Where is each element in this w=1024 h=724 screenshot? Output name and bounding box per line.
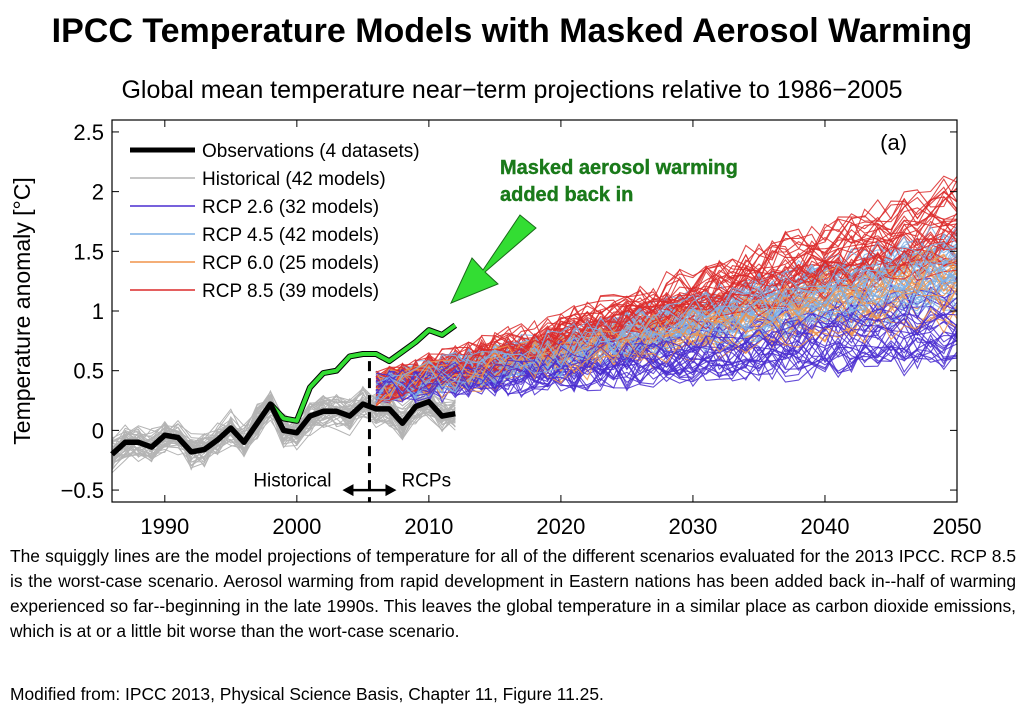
rcp85-model-line xyxy=(376,222,958,395)
annotation-arrow xyxy=(450,214,537,304)
legend-label-rcp26: RCP 2.6 (32 models) xyxy=(202,197,379,218)
y-tick-label: 1 xyxy=(92,299,104,324)
rcp26-model-line xyxy=(375,305,958,395)
period-arrowhead-right xyxy=(385,484,397,497)
rcp45-model-line xyxy=(375,245,958,400)
y-tick-label: 0 xyxy=(92,418,104,443)
rcp85-model-line xyxy=(375,248,958,407)
x-tick-label: 2010 xyxy=(404,514,453,539)
page-title: IPCC Temperature Models with Masked Aero… xyxy=(51,12,973,50)
rcp45-model-line xyxy=(375,242,958,398)
observations-line xyxy=(110,398,456,457)
masked-aerosol-series xyxy=(268,322,458,424)
annotation-text-line: Masked aerosol warming xyxy=(500,157,738,179)
x-tick-label: 2000 xyxy=(272,514,321,539)
figure-source: Modified from: IPCC 2013, Physical Scien… xyxy=(10,684,604,704)
x-tick-label: 2020 xyxy=(536,514,585,539)
annotations: Masked aerosol warming added back in xyxy=(450,157,738,304)
rcp45-model-line xyxy=(376,261,958,401)
y-tick-label: 0.5 xyxy=(73,359,104,384)
legend: Observations (4 datasets) Historical (42 … xyxy=(130,141,420,302)
y-tick-label: 2.5 xyxy=(73,120,104,145)
legend-label-rcp85: RCP 8.5 (39 models) xyxy=(202,281,379,302)
y-tick-label: −0.5 xyxy=(61,478,104,503)
y-tick-label: 2 xyxy=(92,180,104,205)
rcp26-model-line xyxy=(375,333,958,403)
figure-caption: The squiggly lines are the model project… xyxy=(10,546,1016,641)
x-tick-label: 2040 xyxy=(800,514,849,539)
panel-label: (a) xyxy=(880,130,907,155)
x-tick-label: 1990 xyxy=(140,514,189,539)
axes: 1990 2000 2010 2020 2030 2040 2050 −0.5 0 0.5 1 1.5… xyxy=(9,119,982,539)
rcp26-model-line xyxy=(375,314,958,396)
rcp85-model-line xyxy=(376,186,958,401)
rcps-period-label: RCPs xyxy=(401,470,451,491)
historical-model-line xyxy=(111,393,456,453)
annotation-text-line: added back in xyxy=(500,184,633,206)
rcp85-model-line xyxy=(375,252,958,384)
legend-label-rcp45: RCP 4.5 (42 models) xyxy=(202,225,379,246)
y-axis-label: Temperature anomaly [°C] xyxy=(9,177,35,444)
chart-subtitle: Global mean temperature near−term projec… xyxy=(121,76,903,104)
y-tick-label: 1.5 xyxy=(73,239,104,264)
model-lines xyxy=(111,175,958,474)
rcp60-model-line xyxy=(376,278,958,389)
legend-label-historical: Historical (42 models) xyxy=(202,169,386,190)
observations-series xyxy=(110,398,456,457)
legend-label-rcp60: RCP 6.0 (25 models) xyxy=(202,253,379,274)
rcp85-model-line xyxy=(375,211,958,405)
historical-model-line xyxy=(111,395,456,459)
x-tick-label: 2030 xyxy=(668,514,717,539)
legend-label-observations: Observations (4 datasets) xyxy=(202,141,420,162)
masked-aerosol-line xyxy=(268,323,457,423)
rcp26-model-line xyxy=(376,301,958,402)
rcp26-model-line xyxy=(375,286,958,404)
period-arrowhead-left xyxy=(342,484,354,497)
rcp85-model-line xyxy=(375,196,958,390)
historical-period-label: Historical xyxy=(253,470,331,491)
x-tick-label: 2050 xyxy=(933,514,982,539)
rcp45-model-line xyxy=(375,252,958,402)
rcp26-model-line xyxy=(375,317,958,393)
rcp60-model-line xyxy=(375,304,958,405)
temperature-chart: 1990 2000 2010 2020 2030 2040 2050 −0.5 0 0.5 1 1.5… xyxy=(9,119,982,539)
